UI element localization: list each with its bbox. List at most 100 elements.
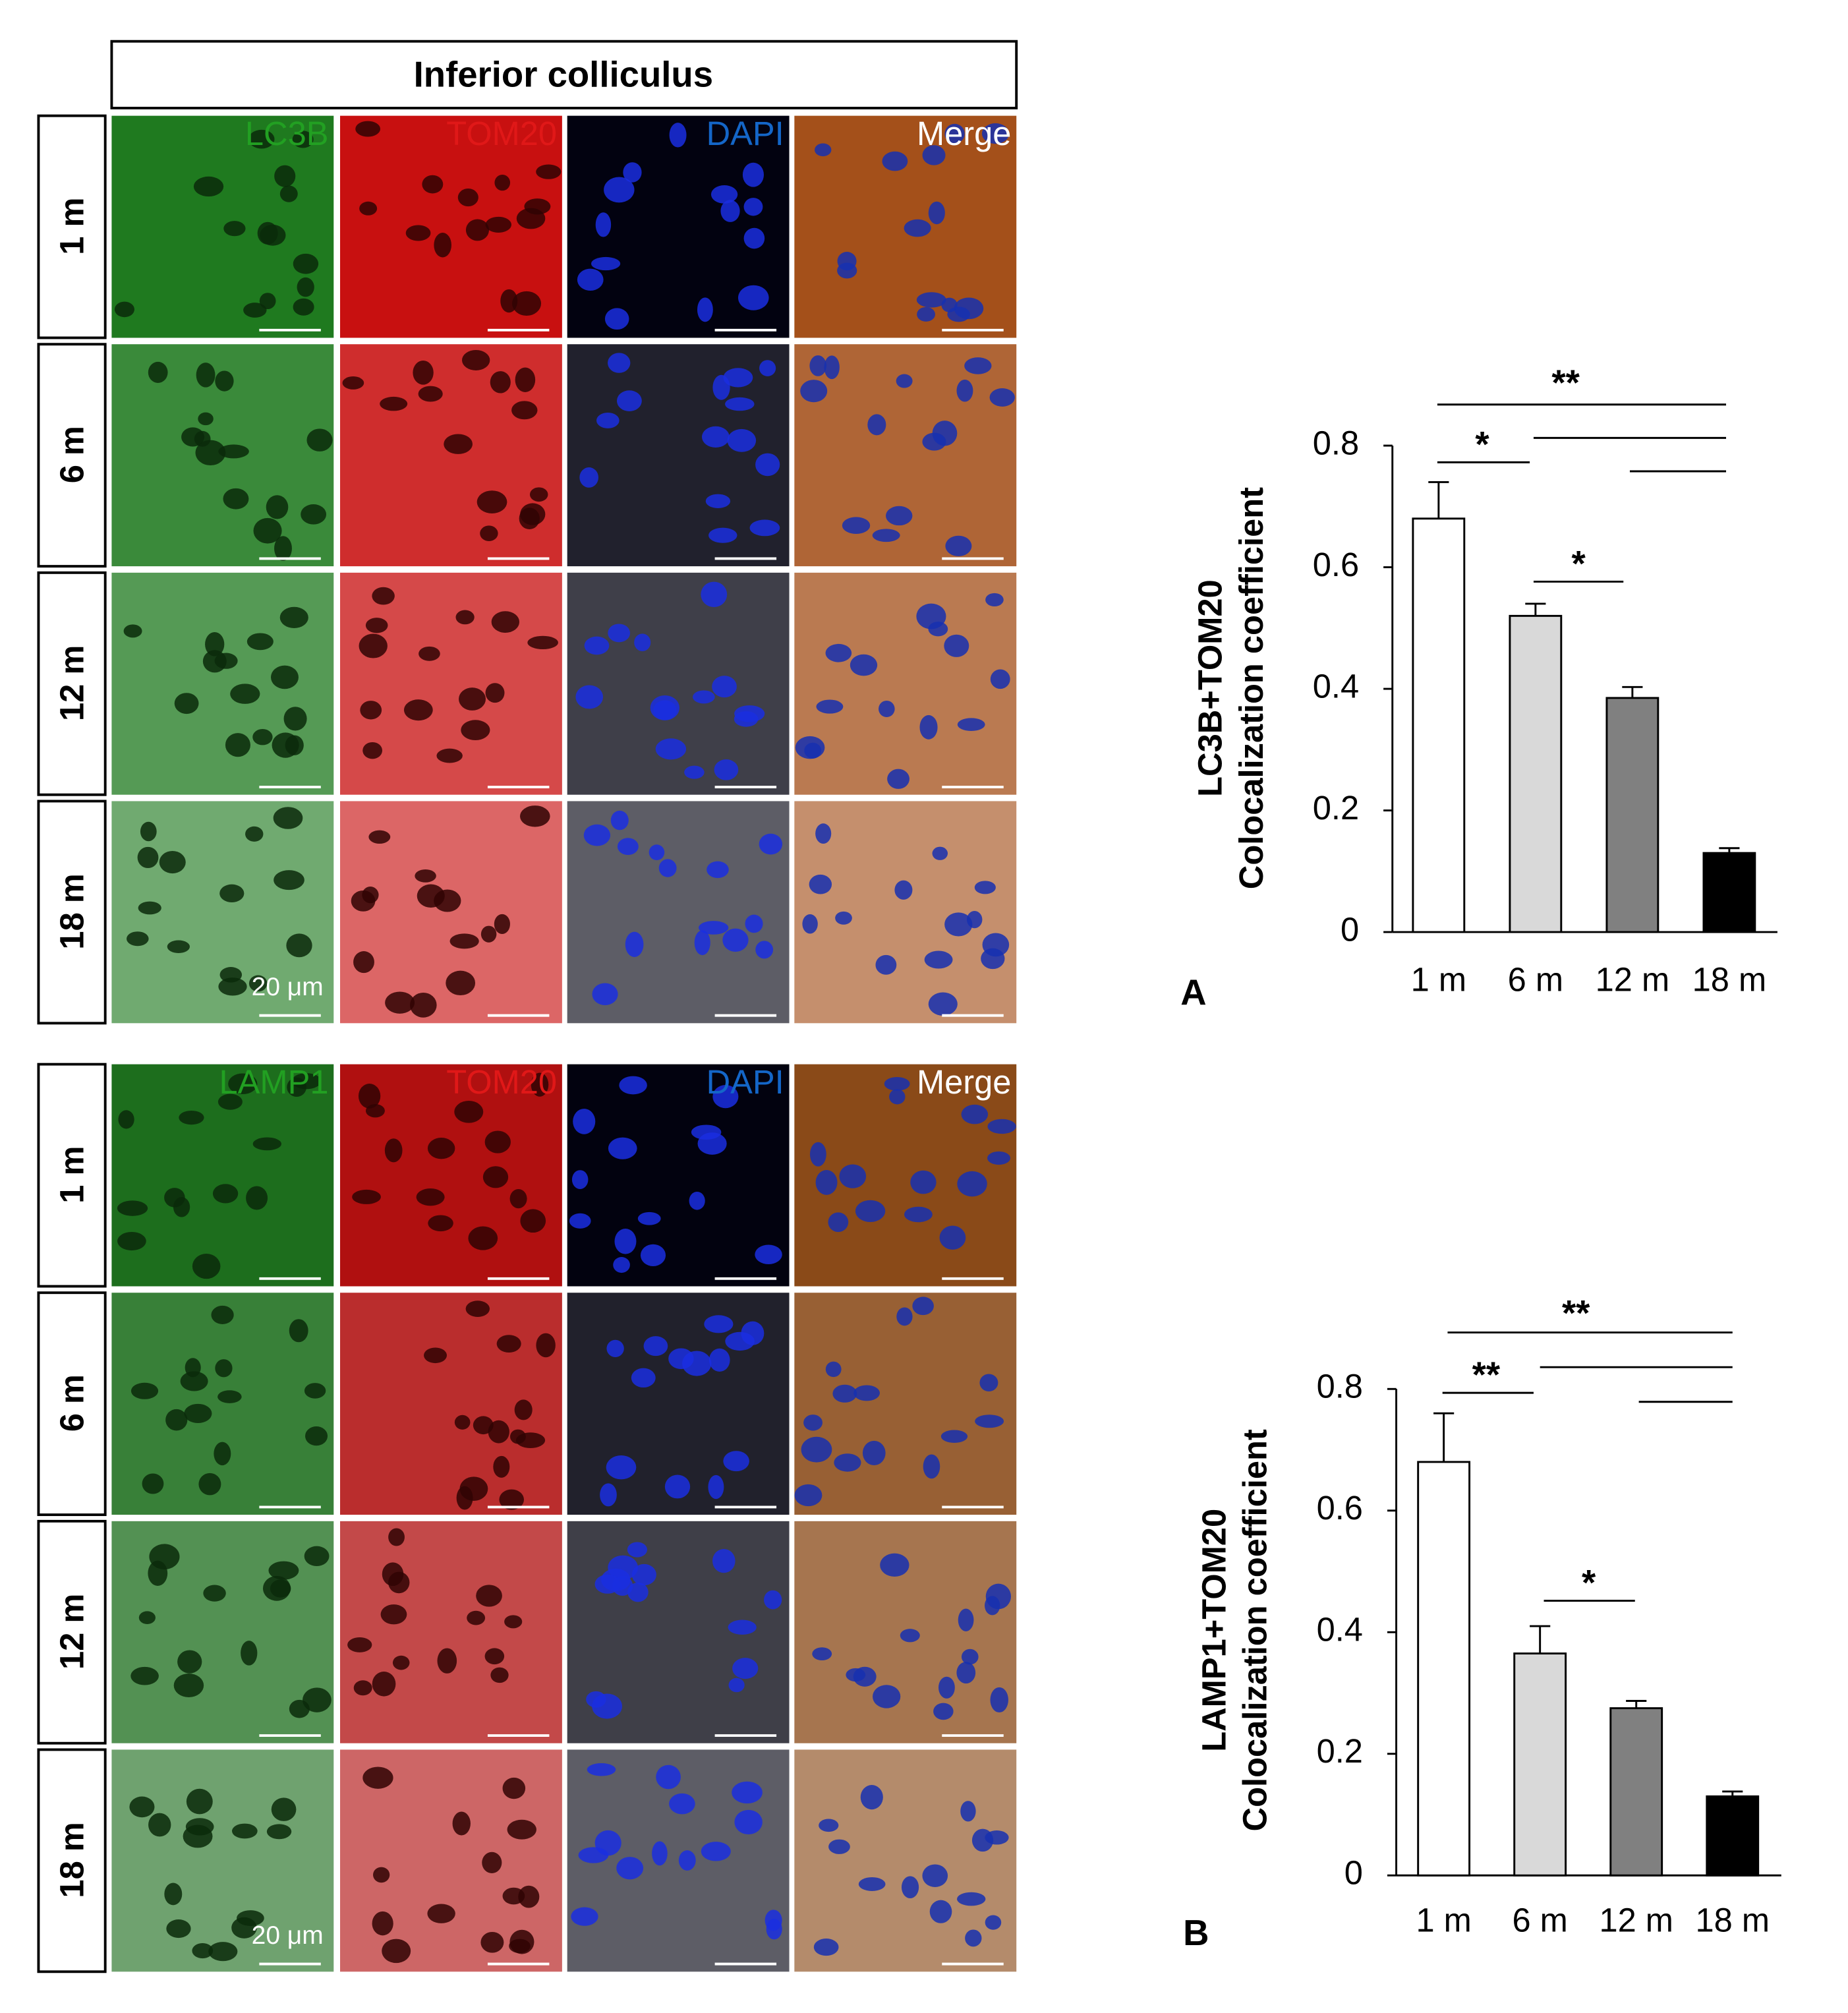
- cell: [894, 880, 913, 900]
- cell: [527, 635, 558, 649]
- cell: [117, 1231, 146, 1251]
- micrograph: [794, 1293, 1017, 1515]
- cell: [279, 185, 298, 202]
- cell: [627, 1542, 647, 1558]
- cell: [417, 884, 445, 908]
- channel-label: LC3B: [245, 115, 329, 152]
- cell: [571, 1170, 589, 1189]
- cell: [285, 735, 304, 755]
- cell: [732, 1658, 759, 1679]
- y-tick-label: 0.2: [1317, 1732, 1363, 1770]
- cell: [981, 948, 1005, 970]
- cell: [352, 1189, 381, 1204]
- cell: [456, 1486, 473, 1510]
- row-label-box: [37, 114, 107, 339]
- cell: [795, 736, 825, 759]
- cell: [912, 1297, 934, 1316]
- cell: [596, 413, 620, 428]
- y-tick-label: 0.4: [1317, 1611, 1363, 1648]
- cell: [944, 634, 969, 657]
- cell: [142, 1473, 164, 1494]
- cell: [193, 176, 224, 197]
- cell: [243, 303, 267, 318]
- cell: [956, 1662, 976, 1684]
- cell: [742, 162, 764, 187]
- cell: [957, 1171, 987, 1197]
- cell: [985, 1596, 1000, 1616]
- cell: [569, 1213, 591, 1229]
- panel-letter: A: [1180, 972, 1206, 1012]
- cell: [262, 1575, 291, 1601]
- row-label: 18 m: [53, 873, 90, 949]
- cell: [219, 884, 245, 903]
- cell: [728, 1678, 745, 1693]
- cell: [954, 297, 984, 320]
- cell: [617, 838, 639, 856]
- cell: [678, 1850, 696, 1871]
- cell: [519, 508, 540, 530]
- cell: [858, 1877, 886, 1891]
- cell: [164, 1188, 185, 1208]
- cell: [741, 1321, 765, 1345]
- y-tick-label: 0.2: [1313, 789, 1359, 827]
- cell: [225, 733, 250, 757]
- cell: [137, 846, 159, 869]
- cell: [218, 977, 247, 996]
- cell: [658, 859, 677, 877]
- cell: [592, 1693, 622, 1719]
- cell: [468, 1226, 498, 1250]
- cell: [496, 1335, 521, 1353]
- cell: [174, 693, 199, 715]
- cell: [484, 1648, 505, 1665]
- cell: [749, 519, 780, 537]
- cell: [634, 633, 651, 652]
- cell: [248, 129, 275, 149]
- cell: [669, 123, 687, 148]
- micrograph: [340, 1521, 562, 1743]
- cell: [697, 297, 713, 322]
- cell: [465, 1300, 490, 1317]
- cell: [485, 683, 505, 703]
- cell: [839, 1164, 867, 1188]
- cell: [743, 227, 765, 249]
- cell: [304, 1546, 330, 1567]
- cell: [252, 1137, 281, 1151]
- cell: [957, 1892, 986, 1906]
- cell: [714, 759, 739, 780]
- cell: [573, 1109, 596, 1134]
- row-label-box: [37, 571, 107, 796]
- cell: [287, 1077, 306, 1097]
- cell: [461, 720, 490, 741]
- cell: [919, 715, 938, 740]
- cell: [964, 357, 992, 374]
- cell: [604, 177, 635, 203]
- micrograph: [794, 1749, 1017, 1972]
- cell: [198, 1473, 221, 1496]
- y-tick-label: 0.8: [1313, 424, 1359, 461]
- cell: [707, 861, 729, 879]
- cell: [509, 1188, 527, 1209]
- cell: [880, 1553, 910, 1577]
- x-tick-label: 12 m: [1596, 960, 1670, 998]
- cell: [987, 1119, 1016, 1134]
- cell: [623, 162, 642, 183]
- cell: [587, 1763, 616, 1776]
- cell: [664, 1474, 691, 1499]
- cell: [271, 665, 299, 689]
- cell: [274, 870, 304, 890]
- cell: [519, 805, 550, 827]
- cell: [656, 1765, 681, 1790]
- cell: [123, 624, 142, 638]
- cell: [701, 1842, 731, 1861]
- cell: [855, 1200, 886, 1222]
- cell: [608, 353, 631, 373]
- cell: [712, 676, 737, 698]
- cell: [809, 355, 826, 376]
- cell: [916, 603, 946, 629]
- cell: [245, 826, 264, 842]
- x-tick-label: 6 m: [1508, 960, 1563, 998]
- cell: [627, 1582, 649, 1602]
- cell: [511, 291, 542, 316]
